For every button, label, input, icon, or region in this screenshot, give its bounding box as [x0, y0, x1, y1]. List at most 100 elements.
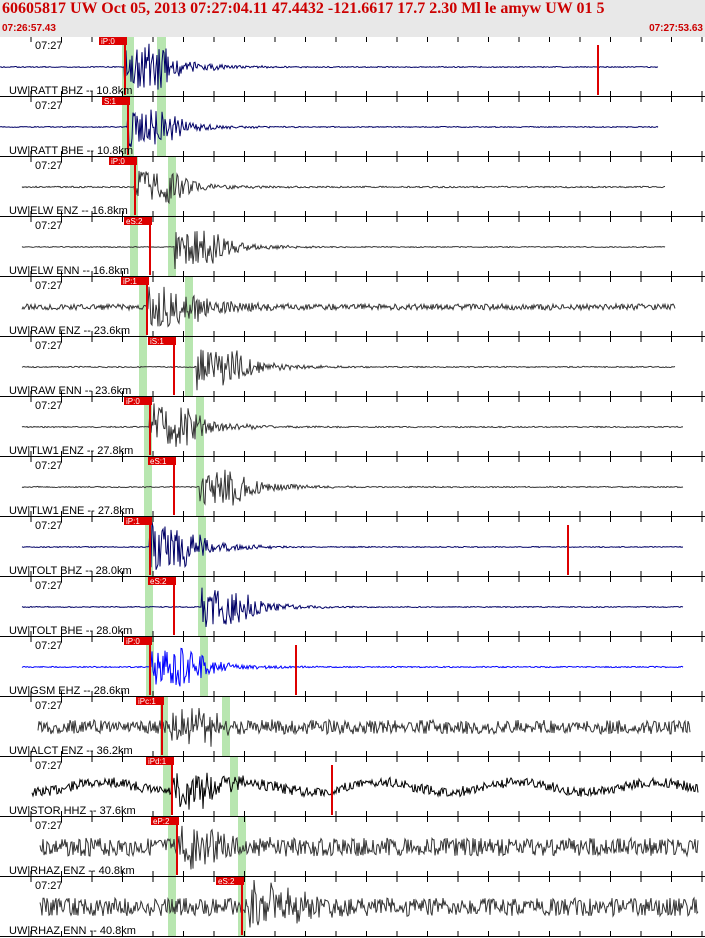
s-window-band [238, 817, 246, 877]
station-label: UW|TOLT BHZ -- 28.0km [9, 565, 132, 577]
row-time-label: 07:27 [35, 280, 63, 292]
pick-label: iPd:1 [148, 757, 167, 766]
waveform [21, 349, 676, 391]
station-label: UW|ELW ENZ -- 16.8km [9, 205, 128, 217]
trace-row[interactable]: eP:2 07:27 UW|RHAZ ENZ -- 40.8km [0, 817, 705, 877]
trace-row[interactable]: S:1 07:27 UW|RATT BHE -- 10.8km [0, 97, 705, 157]
trace-row[interactable]: iP:0 07:27 UW|GSM EHZ -- 28.6km [0, 637, 705, 697]
s-window-band [230, 757, 238, 817]
pick-flag [148, 577, 176, 585]
waveform [39, 825, 699, 870]
trace-row[interactable]: iPc:1 07:27 UW|ALCT ENZ -- 36.2km [0, 697, 705, 757]
station-label: UW|RHAZ ENZ -- 40.8km [9, 865, 135, 877]
waveform [21, 230, 666, 270]
pick-label: iS:1 [150, 337, 164, 346]
s-window-band [198, 577, 206, 637]
pick-flag [151, 817, 179, 825]
waveform [37, 707, 691, 747]
waveform [21, 469, 684, 506]
trace-row[interactable]: iP:1 07:27 UW|TOLT BHZ -- 28.0km [0, 517, 705, 577]
pick-label: eS:2 [126, 217, 143, 226]
station-label: UW|TLW1 ENZ -- 27.8km [9, 445, 133, 457]
pick-flag [136, 697, 164, 705]
pick-flag [121, 277, 149, 285]
station-label: UW|ELW ENN -- 16.8km [9, 265, 129, 277]
pick-label: iPc:1 [138, 697, 156, 706]
trace-row[interactable]: iPd:1 07:27 UW|STOR HHZ -- 37.6km [0, 757, 705, 817]
end-time: 07:27:53.63 [649, 23, 703, 34]
row-time-label: 07:27 [35, 580, 63, 592]
station-label: UW|RATT BHZ -- 10.8km [9, 85, 132, 97]
station-label: UW|TOLT BHE -- 28.0km [9, 625, 132, 637]
row-time-label: 07:27 [35, 880, 63, 892]
waveform [39, 879, 699, 928]
row-time-label: 07:27 [35, 220, 63, 232]
waveform [21, 170, 666, 205]
pick-flag [148, 337, 176, 345]
row-time-label: 07:27 [35, 760, 63, 772]
trace-row[interactable]: eS:1 07:27 UW|TLW1 ENE -- 27.8km [0, 457, 705, 517]
station-label: UW|STOR HHZ -- 37.6km [9, 805, 136, 817]
station-label: UW|GSM EHZ -- 28.6km [9, 685, 130, 697]
waveform [21, 587, 684, 628]
s-window-band [222, 697, 230, 757]
pick-flag [99, 37, 127, 45]
pick-label: iP:0 [101, 37, 115, 46]
trace-row[interactable]: iP:0 07:27 UW|TLW1 ENZ -- 27.8km [0, 397, 705, 457]
pick-label: eP:2 [153, 817, 170, 826]
trace-row[interactable]: eS:2 07:27 UW|ELW ENN -- 16.8km [0, 217, 705, 277]
header-bar: 60605817 UW Oct 05, 2013 07:27:04.11 47.… [0, 0, 705, 37]
pick-flag [216, 877, 244, 885]
row-time-label: 07:27 [35, 340, 63, 352]
pick-label: iP:0 [111, 157, 125, 166]
pick-label: iP:0 [126, 397, 140, 406]
station-label: UW|RHAZ ENN -- 40.8km [9, 925, 136, 937]
row-time-label: 07:27 [35, 820, 63, 832]
trace-row[interactable]: eS:2 07:27 UW|TOLT BHE -- 28.0km [0, 577, 705, 637]
s-window-band [200, 637, 208, 697]
pick-label: iP:1 [123, 277, 137, 286]
waveform [0, 43, 659, 94]
trace-row[interactable]: iP:0 07:27 UW|ELW ENZ -- 16.8km [0, 157, 705, 217]
waveform [31, 772, 699, 810]
s-window-band [185, 277, 193, 337]
station-label: UW|ALCT ENZ -- 36.2km [9, 745, 133, 757]
row-time-label: 07:27 [35, 100, 63, 112]
pick-flag [124, 637, 152, 645]
pick-flag [109, 157, 137, 165]
p-window-band [168, 817, 176, 877]
pick-label: iP:1 [126, 517, 140, 526]
event-title: 60605817 UW Oct 05, 2013 07:27:04.11 47.… [2, 0, 605, 17]
trace-row[interactable]: iP:1 07:27 UW|RAW ENZ -- 23.6km [0, 277, 705, 337]
row-time-label: 07:27 [35, 40, 63, 52]
row-time-label: 07:27 [35, 400, 63, 412]
p-window-band [163, 757, 171, 817]
pick-label: eS:1 [150, 457, 167, 466]
pick-label: eS:2 [150, 577, 167, 586]
station-label: UW|RATT BHE -- 10.8km [9, 145, 133, 157]
s-window-band [196, 457, 204, 517]
pick-flag [124, 217, 152, 225]
waveform [21, 403, 684, 447]
pick-flag [124, 517, 152, 525]
row-time-label: 07:27 [35, 640, 63, 652]
station-label: UW|RAW ENZ -- 23.6km [9, 325, 130, 337]
pick-flag [124, 397, 152, 405]
station-label: UW|TLW1 ENE -- 27.8km [9, 505, 134, 517]
pick-label: eS:2 [218, 877, 235, 886]
pick-flag [148, 457, 176, 465]
pick-flag [102, 97, 130, 105]
start-time: 07:26:57.43 [2, 23, 56, 34]
waveform [0, 109, 659, 148]
pick-label: iP:0 [126, 637, 140, 646]
trace-row[interactable]: iS:1 07:27 UW|RAW ENN -- 23.6km [0, 337, 705, 397]
trace-row[interactable]: iP:0 07:27 UW|RATT BHZ -- 10.8km [0, 37, 705, 97]
trace-row[interactable]: eS:2 07:27 UW|RHAZ ENN -- 40.8km [0, 877, 705, 937]
pick-label: S:1 [104, 97, 117, 106]
s-window-band [196, 397, 204, 457]
s-window-band [168, 157, 176, 217]
row-time-label: 07:27 [35, 700, 63, 712]
waveform [21, 647, 684, 687]
waveform [21, 521, 684, 570]
